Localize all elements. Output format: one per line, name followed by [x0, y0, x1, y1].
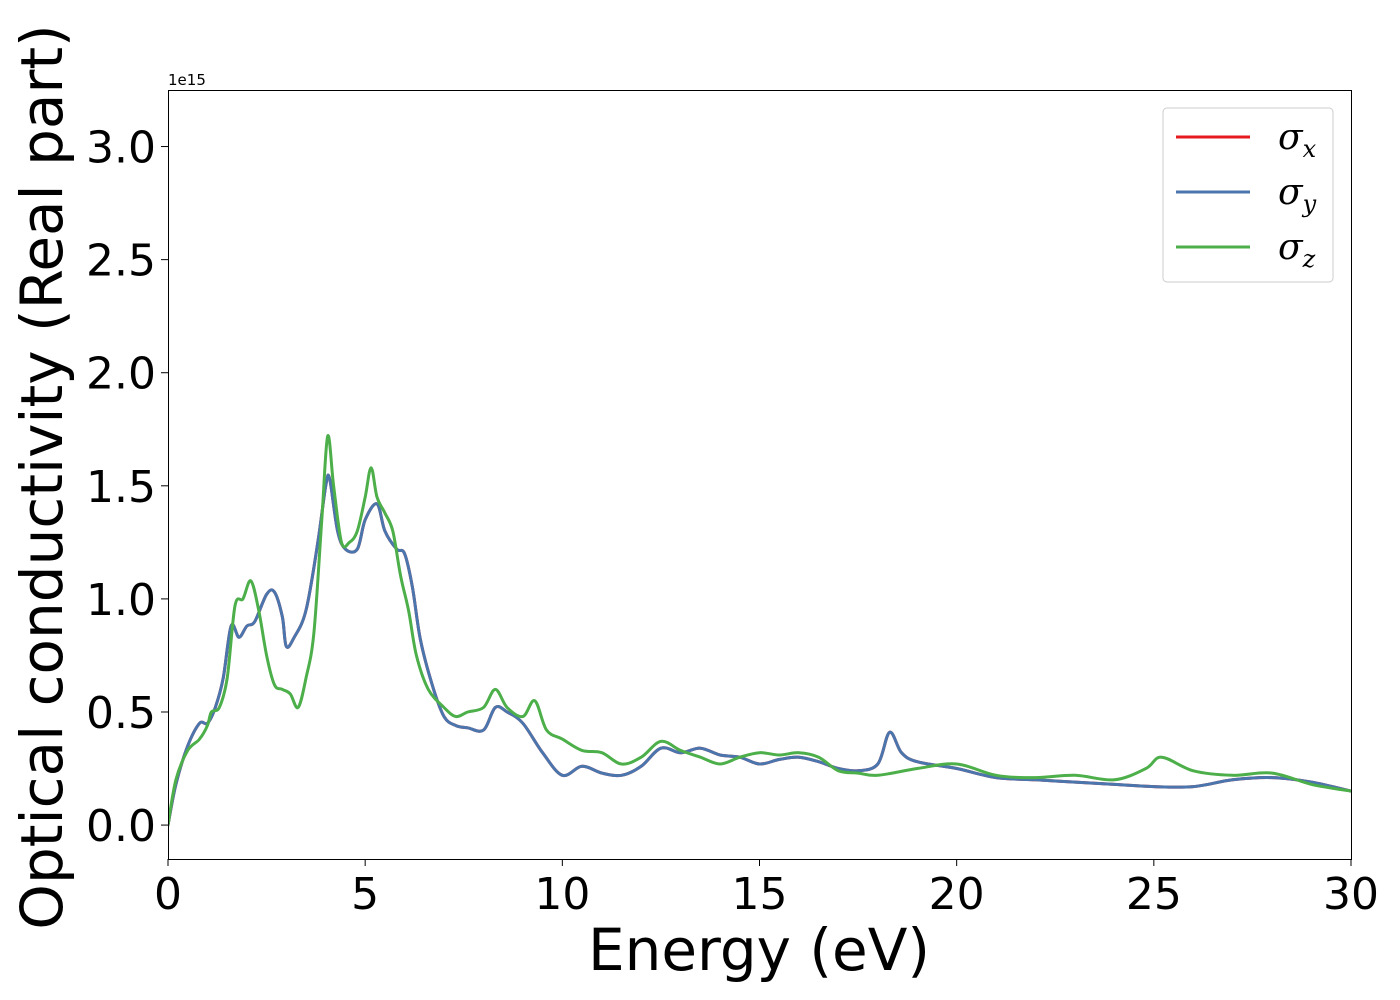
x-tick-label: 30 — [1323, 869, 1379, 920]
y-tick-label: 1.0 — [86, 575, 156, 626]
legend-label-y: σy — [1278, 172, 1317, 218]
x-tick-label: 25 — [1126, 869, 1182, 920]
y-tick-label: 0.5 — [86, 688, 156, 739]
ticks-layer: 0 5 10 15 20 25 30 0.0 0.5 1.0 1.5 2.0 2.5 3.0 — [86, 123, 1379, 920]
legend: σx σy σz — [1162, 107, 1334, 283]
x-tick-label: 0 — [154, 869, 182, 920]
y-offset-label: 1e15 — [168, 71, 206, 89]
y-tick-label: 2.5 — [86, 236, 156, 287]
y-tick-label: 3.0 — [86, 123, 156, 174]
x-tick-label: 20 — [929, 869, 985, 920]
y-tick-label: 1.5 — [86, 462, 156, 513]
legend-box — [1162, 107, 1334, 283]
x-tick-label: 5 — [351, 869, 379, 920]
series-line-y — [168, 473, 1351, 827]
x-axis-title: Energy (eV) — [588, 916, 930, 984]
x-tick-label: 15 — [732, 869, 788, 920]
series-layer — [168, 434, 1351, 827]
y-axis-title: Optical conductivity (Real part) — [8, 24, 76, 929]
y-tick-label: 2.0 — [86, 349, 156, 400]
legend-label-z: σz — [1278, 227, 1316, 273]
series-line-z — [168, 434, 1351, 827]
y-tick-label: 0.0 — [86, 801, 156, 852]
x-tick-label: 10 — [534, 869, 590, 920]
legend-label-x: σx — [1278, 117, 1317, 163]
